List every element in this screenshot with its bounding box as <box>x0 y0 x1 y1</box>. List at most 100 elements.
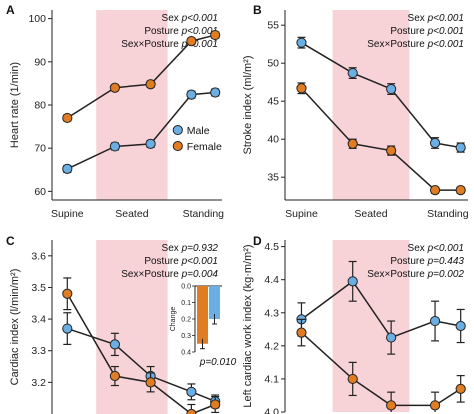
x-group-label: Supine <box>51 208 84 220</box>
inset-bar-female <box>197 286 208 344</box>
stat-label: Sex×Posture p=0.004 <box>121 269 218 280</box>
point-female <box>145 79 156 90</box>
panel-a: A 60 70 80 90 100 Heart rate (1/min) Supine Seat… <box>6 3 224 220</box>
stat-label: Posture p<0.001 <box>390 26 464 37</box>
y-tick-label: 40 <box>267 134 279 146</box>
stat-p: p<0.001 <box>427 26 464 37</box>
y-tick-label: 45 <box>267 96 279 108</box>
point-female <box>455 383 466 394</box>
point-male <box>455 320 466 332</box>
point-male <box>347 67 358 79</box>
point-male <box>109 141 121 152</box>
y-axis-label: Left cardiac work index (kg·m/m²) <box>242 244 254 407</box>
y-tick-label: 4.5 <box>264 241 279 253</box>
inset-y-tick-label: 0.4 <box>181 350 191 357</box>
y-tick-label: 50 <box>267 58 279 70</box>
stat-term: Posture <box>144 26 181 37</box>
seated-band <box>96 240 168 414</box>
legend-marker-male <box>172 124 183 136</box>
point-male <box>145 138 156 149</box>
x-group-label: Standing <box>183 208 225 220</box>
stat-label: Sex p<0.001 <box>408 13 464 24</box>
panel-letter: C <box>6 234 15 248</box>
y-tick-label: 35 <box>267 172 279 184</box>
point-female <box>62 112 73 124</box>
point-male <box>296 37 307 48</box>
y-tick-label: 3.5 <box>31 282 46 294</box>
stat-term: Sex×Posture <box>367 39 427 50</box>
y-tick-label: 3.4 <box>31 314 46 326</box>
point-female <box>296 327 307 338</box>
panel-letter: A <box>6 3 15 17</box>
panel-b: B 35 40 45 50 55 Stroke index (ml/m²) Supine Sea… <box>242 3 469 220</box>
stat-label: Posture p<0.001 <box>144 26 218 37</box>
y-tick-label: 55 <box>267 20 279 32</box>
point-male <box>62 163 73 175</box>
point-female <box>429 185 441 196</box>
point-male <box>210 87 221 98</box>
point-female <box>62 288 73 299</box>
stat-term: Sex×Posture <box>121 39 181 50</box>
point-female <box>186 408 197 414</box>
stat-p: p<0.001 <box>181 256 218 267</box>
y-tick-label: 70 <box>34 143 46 155</box>
panel-letter: B <box>253 3 262 17</box>
point-male <box>455 142 466 153</box>
inset-y-tick-label: 0.1 <box>181 300 191 307</box>
stat-term: Sex <box>162 243 182 254</box>
point-male <box>347 276 358 287</box>
point-male <box>186 89 197 100</box>
series-layer <box>296 260 466 412</box>
stat-label: Sex×Posture p<0.001 <box>367 39 464 50</box>
y-tick-label: 80 <box>34 100 46 112</box>
y-tick-label: 100 <box>28 13 46 25</box>
point-female <box>386 400 397 411</box>
stat-label: Sex p<0.001 <box>408 243 464 254</box>
point-male <box>429 315 441 327</box>
point-male <box>386 332 397 343</box>
point-female <box>429 400 441 411</box>
panel-c: C 3.2 3.3 3.4 3.5 3.6 Cardiac index (l/min/m²)… <box>6 234 237 414</box>
stat-term: Sex <box>408 13 428 24</box>
stat-term: Sex <box>162 13 182 24</box>
point-female <box>386 145 397 156</box>
inset-bar-male <box>209 286 220 319</box>
point-male <box>186 386 197 397</box>
x-group-label: Standing <box>427 208 469 220</box>
x-group-label: Supine <box>285 208 318 220</box>
inset-y-tick-label: 0.3 <box>181 333 191 340</box>
inset-y-tick-label: 0.2 <box>181 317 191 324</box>
legend-label-male: Male <box>187 125 210 137</box>
seated-band <box>332 240 410 412</box>
y-tick-label: 60 <box>34 186 46 198</box>
point-female <box>455 185 466 196</box>
seated-band <box>96 10 168 200</box>
stat-term: Posture <box>144 256 181 267</box>
stat-p: p=0.443 <box>427 256 465 267</box>
point-female <box>347 138 358 149</box>
stat-label: Posture p<0.001 <box>144 256 218 267</box>
stat-p: p<0.001 <box>427 243 464 254</box>
legend-label-female: Female <box>187 141 222 153</box>
point-male <box>62 323 73 334</box>
stat-p: p<0.001 <box>427 39 464 50</box>
point-male <box>109 339 121 350</box>
seated-band <box>332 10 410 200</box>
stat-p: p<0.001 <box>181 39 218 50</box>
stat-label: Sex p=0.932 <box>162 243 219 254</box>
point-female <box>109 82 121 93</box>
stat-term: Posture <box>390 26 427 37</box>
stat-p: p<0.001 <box>427 13 464 24</box>
series-layer <box>296 36 466 196</box>
y-tick-label: 4.0 <box>264 407 279 414</box>
point-female <box>296 83 307 94</box>
x-group-label: Seated <box>115 208 148 220</box>
point-female <box>210 29 221 41</box>
point-male <box>429 137 441 149</box>
legend-marker-female <box>172 140 183 152</box>
stat-label: Sex p<0.001 <box>162 13 218 24</box>
y-tick-label: 90 <box>34 56 46 68</box>
series-layer <box>62 29 221 175</box>
stat-p: p<0.001 <box>181 26 218 37</box>
